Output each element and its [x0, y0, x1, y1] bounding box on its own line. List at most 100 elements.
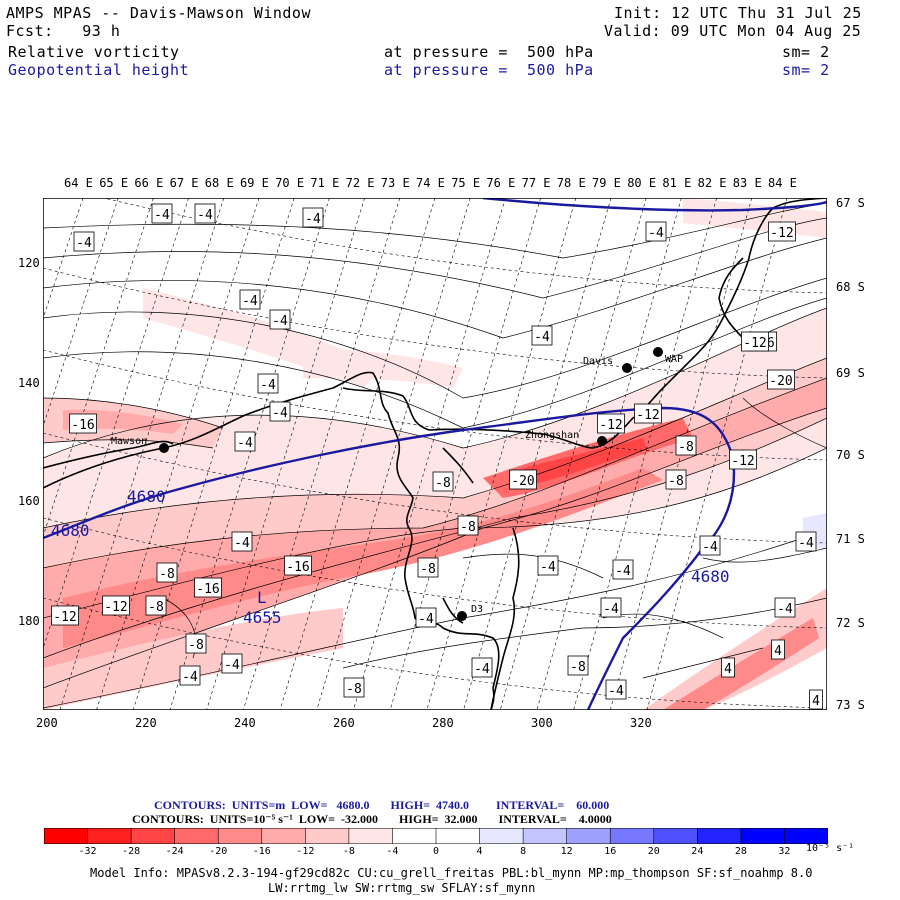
- vorticity-label: -12: [51, 605, 79, 626]
- colorbar-label-9: 4: [476, 846, 483, 857]
- svg-text:D3: D3: [471, 604, 483, 615]
- vorticity-label: -4: [257, 373, 279, 394]
- vorticity-label: 4: [721, 657, 735, 678]
- svg-text:-4: -4: [76, 236, 92, 251]
- height-label: 4655: [243, 608, 282, 627]
- svg-text:-12: -12: [636, 408, 659, 423]
- meridian-10: [279, 198, 436, 710]
- colorbar-swatch: [218, 828, 263, 844]
- station-davis: Davis: [583, 356, 632, 373]
- coastline: [43, 198, 827, 710]
- vorticity-label: -8: [145, 595, 167, 616]
- svg-text:-12: -12: [731, 454, 754, 469]
- svg-text:-4: -4: [615, 564, 631, 579]
- vorticity-label: -8: [417, 557, 439, 578]
- vorticity-label: -4: [795, 531, 817, 552]
- vorticity-label: -8: [156, 562, 178, 583]
- lat-label-1: 68 S: [836, 280, 865, 294]
- init-time: Init: 12 UTC Thu 31 Jul 25: [614, 4, 862, 22]
- colorbar-label-4: -16: [252, 846, 271, 857]
- svg-text:-20: -20: [511, 474, 534, 489]
- grid-x-label-1: 220: [135, 716, 157, 730]
- vorticity-label: -8: [567, 655, 589, 676]
- colorbar-label-3: -20: [209, 846, 228, 857]
- svg-text:-4: -4: [540, 560, 556, 575]
- height-contour-info: CONTOURS: UNITS=m LOW= 4680.0 HIGH= 4740…: [154, 798, 610, 812]
- height-label: 4680: [127, 487, 166, 506]
- svg-text:-8: -8: [460, 520, 476, 535]
- meridian-20: [646, 198, 788, 710]
- forecast-hour: Fcst: 93 h: [6, 22, 121, 40]
- svg-text:4: 4: [724, 662, 732, 677]
- svg-text:-4: -4: [237, 436, 253, 451]
- lat-label-0: 67 S: [836, 196, 865, 210]
- svg-text:4: 4: [774, 644, 782, 659]
- vorticity-label: -8: [343, 677, 365, 698]
- lon-label-2: 66 E: [134, 176, 164, 190]
- grid-y-label-1: 140: [18, 376, 40, 390]
- colorbar-label-7: -4: [386, 846, 399, 857]
- svg-text:-8: -8: [346, 682, 362, 697]
- vorticity-label: -8: [675, 435, 697, 456]
- lat-label-5: 72 S: [836, 616, 865, 630]
- meridian-9: [243, 198, 401, 710]
- colorbar-label-1: -28: [122, 846, 141, 857]
- height-label: 4680: [691, 567, 730, 586]
- colorbar-label-15: 28: [734, 846, 747, 857]
- vorticity-contour-info: CONTOURS: UNITS=10⁻⁵ s⁻¹ LOW= -32.000 HI…: [132, 812, 612, 826]
- svg-text:Davis: Davis: [583, 356, 613, 367]
- colorbar-swatch: [784, 828, 828, 844]
- svg-text:-16: -16: [196, 582, 219, 597]
- vorticity-label: -4: [645, 221, 667, 242]
- svg-text:-8: -8: [678, 440, 694, 455]
- colorbar-swatch: [305, 828, 350, 844]
- svg-text:-12: -12: [104, 600, 127, 615]
- vorticity-label: -4: [774, 597, 796, 618]
- station-zhongshan: Zhongshan: [525, 430, 607, 446]
- vorticity-label: -4: [231, 531, 253, 552]
- vorticity-label: -4: [239, 289, 261, 310]
- grid-y-label-3: 180: [18, 614, 40, 628]
- lon-label-6: 70 E: [275, 176, 305, 190]
- colorbar-label-10: 8: [520, 846, 527, 857]
- svg-text:Zhongshan: Zhongshan: [525, 430, 579, 441]
- colorbar-swatch: [653, 828, 698, 844]
- grid-x-label-4: 280: [432, 716, 454, 730]
- colorbar-swatch: [348, 828, 393, 844]
- colorbar-swatch: [523, 828, 568, 844]
- vorticity-label: -20: [509, 469, 537, 490]
- vorticity-label: -12: [634, 403, 662, 424]
- lon-label-12: 76 E: [486, 176, 516, 190]
- vorticity-label: -4: [471, 657, 493, 678]
- lon-label-17: 81 E: [662, 176, 692, 190]
- vorticity-label: -8: [457, 515, 479, 536]
- svg-text:-4: -4: [648, 226, 664, 241]
- vorticity-label: -4: [537, 555, 559, 576]
- colorbar-swatch: [87, 828, 132, 844]
- svg-text:-8: -8: [188, 638, 204, 653]
- colorbar-swatch: [131, 828, 176, 844]
- vorticity-label: -12: [768, 221, 796, 242]
- field1-smoothing: sm= 2: [782, 43, 830, 61]
- svg-text:-8: -8: [570, 660, 586, 675]
- lon-label-14: 78 E: [556, 176, 586, 190]
- svg-text:-12: -12: [53, 610, 76, 625]
- svg-text:-4: -4: [272, 406, 288, 421]
- svg-text:-20: -20: [769, 374, 792, 389]
- grid-y-label-2: 160: [18, 494, 40, 508]
- lon-label-15: 79 E: [592, 176, 621, 190]
- lat-label-3: 70 S: [836, 448, 865, 462]
- colorbar-swatch: [479, 828, 524, 844]
- svg-text:-4: -4: [777, 602, 793, 617]
- colorbar-label-11: 12: [560, 846, 573, 857]
- vorticity-label: 4: [809, 689, 823, 710]
- meridian-12: [353, 198, 506, 710]
- grid-x-label-0: 200: [36, 716, 58, 730]
- colorbar-swatch: [697, 828, 742, 844]
- vorticity-label: -4: [531, 325, 553, 346]
- parallel-2: [43, 349, 827, 461]
- colorbar-label-0: -32: [78, 846, 97, 857]
- lon-label-5: 69 E: [240, 176, 269, 190]
- map-title: AMPS MPAS -- Davis-Mawson Window: [6, 4, 311, 22]
- vorticity-label: -4: [73, 231, 95, 252]
